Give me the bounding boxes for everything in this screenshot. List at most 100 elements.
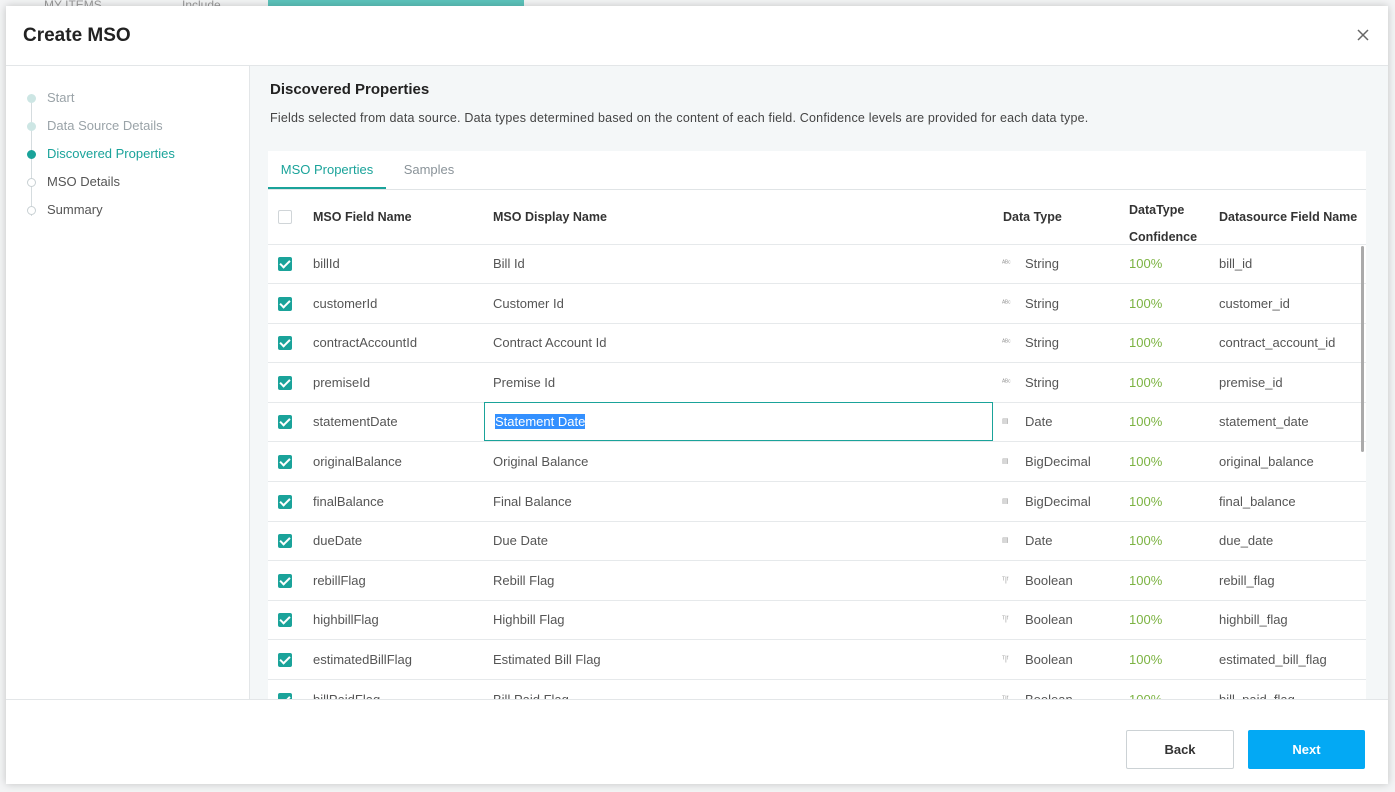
field-name: premiseId — [313, 374, 371, 390]
column-header: MSO Display Name — [493, 210, 607, 224]
field-name: estimatedBillFlag — [313, 652, 412, 667]
datasource-field: final_balance — [1219, 493, 1296, 509]
content: Discovered Properties Fields selected fr… — [250, 66, 1388, 699]
display-name: Estimated Bill Flag — [493, 652, 601, 667]
section-description: Fields selected from data source. Data t… — [270, 111, 1089, 125]
field-name: finalBalance — [313, 493, 384, 509]
row-checkbox[interactable] — [278, 375, 292, 390]
data-type: Date — [1025, 533, 1053, 549]
step-label[interactable]: Summary — [47, 202, 103, 217]
datasource-field: bill_id — [1219, 256, 1253, 271]
data-type: BigDecimal — [1025, 493, 1091, 509]
data-type: String — [1025, 374, 1059, 390]
confidence: 100% — [1129, 374, 1163, 390]
datasource-field: estimated_bill_flag — [1219, 652, 1327, 667]
step-label[interactable]: Start — [47, 90, 75, 105]
step-dot — [27, 150, 36, 159]
step-label[interactable]: Discovered Properties — [47, 146, 175, 161]
datasource-field: highbill_flag — [1219, 612, 1288, 628]
display-name: Customer Id — [493, 295, 564, 311]
datasource-field: premise_id — [1219, 374, 1283, 390]
datasource-field: contract_account_id — [1219, 335, 1336, 351]
table-row: estimatedBillFlag Estimated Bill Flag ᵀ|ᶠ B… — [268, 640, 1366, 680]
display-name: Due Date — [493, 533, 548, 549]
table-row: contractAccountId Contract Account Id ᴬᴮᶜ S… — [268, 323, 1366, 364]
row-checkbox[interactable] — [278, 455, 292, 469]
step-dot — [27, 206, 36, 215]
display-name: Bill Paid Flag — [493, 680, 569, 699]
row-checkbox[interactable] — [278, 573, 292, 588]
confidence: 100% — [1129, 652, 1163, 667]
field-name: contractAccountId — [313, 335, 418, 351]
display-name: Rebill Flag — [493, 572, 555, 588]
row-checkbox[interactable] — [278, 336, 292, 351]
table-row: finalBalance Final Balance ▤ BigDecimal 100%… — [268, 482, 1366, 522]
data-type: BigDecimal — [1025, 454, 1091, 469]
type-icon: ᴬᴮᶜ — [1002, 339, 1011, 347]
step-dot — [27, 94, 36, 103]
datasource-field: customer_id — [1219, 295, 1290, 311]
table-row: billPaidFlag Bill Paid Flag ᵀ|ᶠ Boolean 100%… — [268, 680, 1366, 699]
display-name-input[interactable]: Statement Date — [484, 402, 993, 442]
step-dot — [27, 178, 36, 187]
datasource-field: original_balance — [1219, 454, 1314, 469]
type-icon: ▤ — [1002, 418, 1009, 426]
data-type: Date — [1025, 414, 1053, 430]
type-icon: ▤ — [1002, 537, 1009, 545]
next-button[interactable]: Next — [1248, 730, 1365, 769]
field-name: originalBalance — [313, 454, 402, 469]
type-icon: ᵀ|ᶠ — [1002, 656, 1009, 663]
type-icon: ▤ — [1002, 497, 1009, 505]
properties-table: MSO Field Name MSO Display Name Data Typ… — [268, 190, 1366, 699]
table-row: originalBalance Original Balance ▤ BigDecim… — [268, 442, 1366, 482]
field-name: statementDate — [313, 414, 398, 430]
row-checkbox[interactable] — [278, 494, 292, 509]
confidence: 100% — [1129, 680, 1162, 699]
display-name: Premise Id — [493, 374, 556, 390]
row-checkbox[interactable] — [278, 613, 292, 628]
field-name: highbillFlag — [313, 612, 379, 628]
modal-header: Create MSO — [6, 6, 1388, 66]
row-checkbox[interactable] — [278, 692, 292, 699]
field-name: customerId — [313, 295, 378, 311]
column-header: MSO Field Name — [313, 210, 412, 224]
type-icon: ▤ — [1002, 458, 1009, 465]
type-icon: ᴬᴮᶜ — [1002, 299, 1011, 307]
scrollbar[interactable] — [1361, 246, 1364, 452]
confidence: 100% — [1129, 335, 1163, 351]
display-name: Final Balance — [493, 493, 572, 509]
tab[interactable]: MSO Properties — [268, 151, 386, 189]
datasource-field: due_date — [1219, 533, 1274, 549]
type-icon: ᴬᴮᶜ — [1002, 260, 1011, 267]
row-checkbox[interactable] — [278, 415, 292, 430]
row-checkbox[interactable] — [278, 296, 292, 311]
step-label[interactable]: MSO Details — [47, 174, 120, 189]
row-checkbox[interactable] — [278, 653, 292, 667]
datasource-field: rebill_flag — [1219, 572, 1275, 588]
modal: Create MSO Start Data Source Details Disco… — [6, 6, 1388, 784]
section-title: Discovered Properties — [270, 81, 430, 98]
step-label[interactable]: Data Source Details — [47, 118, 163, 133]
tab-bar: MSO Properties Samples — [268, 151, 1366, 190]
display-name: Bill Id — [493, 256, 525, 271]
table-row: customerId Customer Id ᴬᴮᶜ String 100% custom… — [268, 284, 1366, 324]
table-row: premiseId Premise Id ᴬᴮᶜ String 100% premise_… — [268, 363, 1366, 403]
select-all-checkbox[interactable] — [278, 210, 292, 224]
row-checkbox[interactable] — [278, 257, 292, 271]
back-button[interactable]: Back — [1126, 730, 1234, 769]
field-name: rebillFlag — [313, 572, 366, 588]
data-type: String — [1025, 295, 1059, 311]
tab[interactable]: Samples — [403, 162, 455, 177]
display-name: Highbill Flag — [493, 612, 565, 628]
row-checkbox[interactable] — [278, 534, 292, 549]
datasource-field: statement_date — [1219, 414, 1309, 430]
close-button[interactable] — [1357, 29, 1369, 41]
type-icon: ᵀ|ᶠ — [1002, 680, 1008, 699]
table-row: highbillFlag Highbill Flag ᵀ|ᶠ Boolean 100% h… — [268, 600, 1366, 641]
data-type: Boolean — [1025, 572, 1073, 588]
confidence: 100% — [1129, 295, 1163, 311]
display-name: Original Balance — [493, 454, 589, 469]
table-header: MSO Field Name MSO Display Name Data Typ… — [268, 190, 1366, 245]
table-row: dueDate Due Date ▤ Date 100% due_date — [268, 521, 1366, 562]
